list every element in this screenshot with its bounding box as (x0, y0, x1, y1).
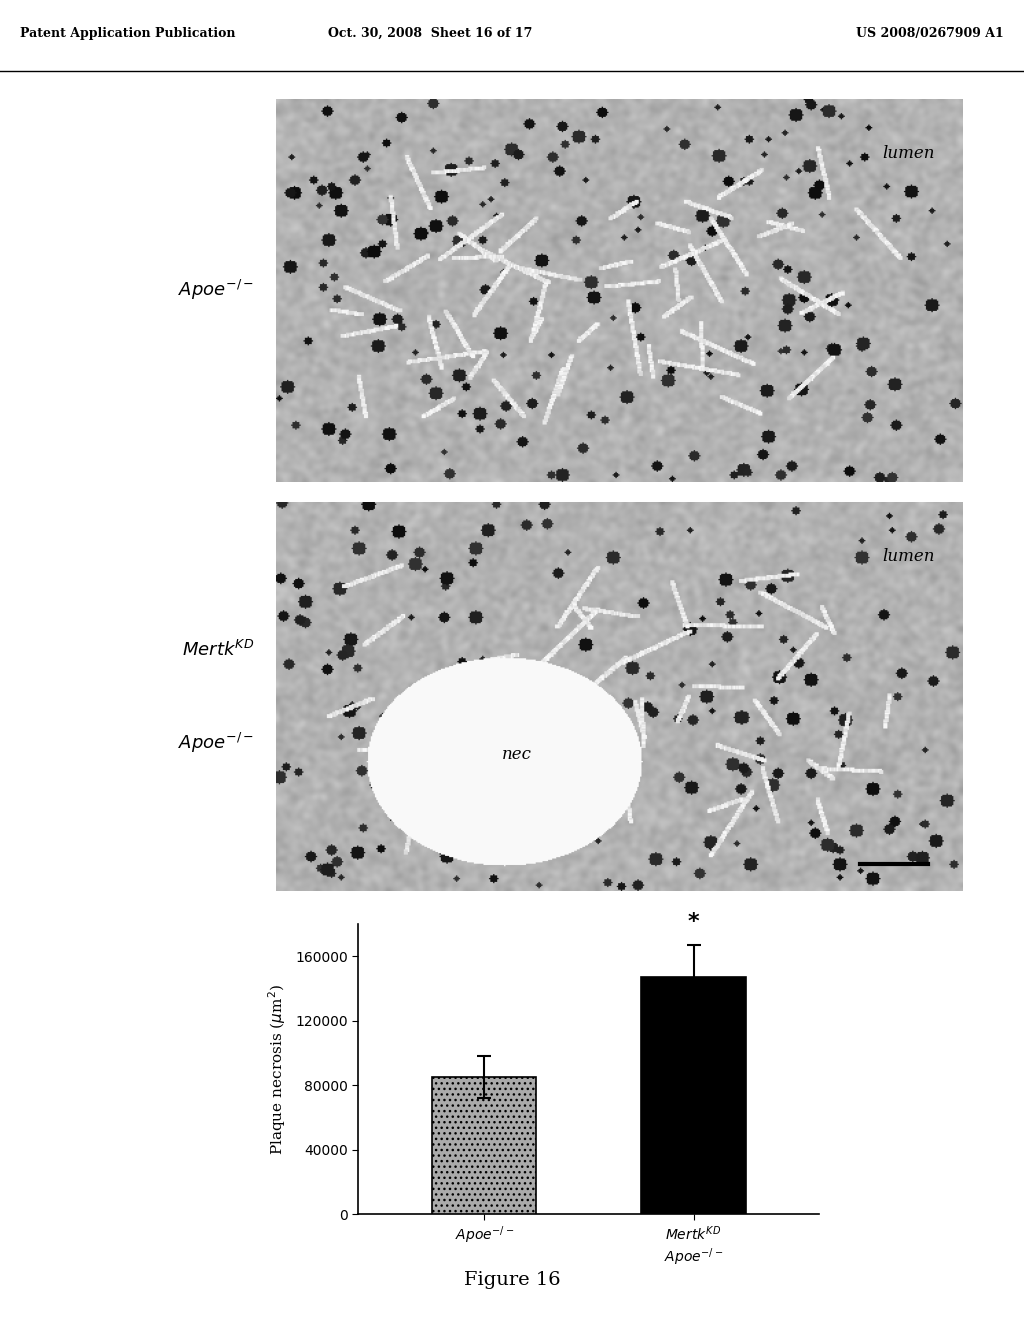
Text: Patent Application Publication: Patent Application Publication (20, 26, 236, 40)
Text: Oct. 30, 2008  Sheet 16 of 17: Oct. 30, 2008 Sheet 16 of 17 (328, 26, 532, 40)
Text: $\it{Mertk}^{KD}$: $\it{Mertk}^{KD}$ (181, 639, 254, 660)
Text: $\it{Apoe}^{-/-}$: $\it{Apoe}^{-/-}$ (178, 731, 254, 755)
Text: lumen: lumen (883, 145, 935, 162)
Bar (641, 977, 745, 1214)
Y-axis label: Plaque necrosis ($\mu$m$^2$): Plaque necrosis ($\mu$m$^2$) (266, 983, 289, 1155)
Text: lumen: lumen (883, 548, 935, 565)
Text: nec: nec (502, 746, 531, 763)
Text: $\it{Apoe}^{-/-}$: $\it{Apoe}^{-/-}$ (178, 279, 254, 302)
Text: *: * (688, 912, 699, 932)
Bar (432, 1077, 537, 1214)
Text: US 2008/0267909 A1: US 2008/0267909 A1 (856, 26, 1004, 40)
Text: Figure 16: Figure 16 (464, 1271, 560, 1290)
